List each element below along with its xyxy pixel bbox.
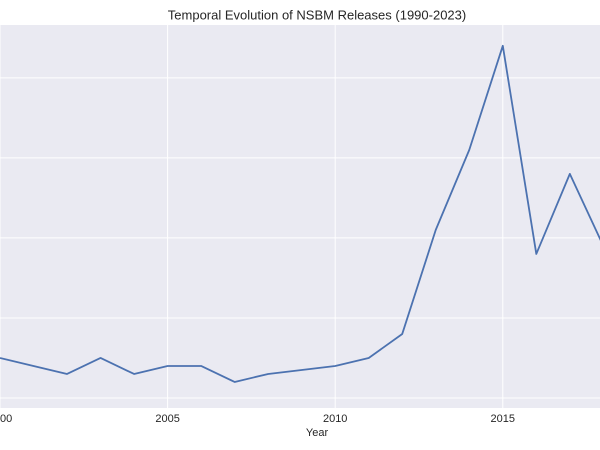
chart-title: Temporal Evolution of NSBM Releases (199… <box>168 7 466 22</box>
x-tick-label: 2005 <box>155 413 179 425</box>
x-axis-label: Year <box>306 427 329 439</box>
lines <box>0 44 600 383</box>
x-tick-label: 2000 <box>0 413 12 425</box>
data-line <box>0 44 600 383</box>
x-tick-label: 2010 <box>323 413 347 425</box>
x-tick-label: 2015 <box>491 413 515 425</box>
plot-area <box>0 25 600 408</box>
